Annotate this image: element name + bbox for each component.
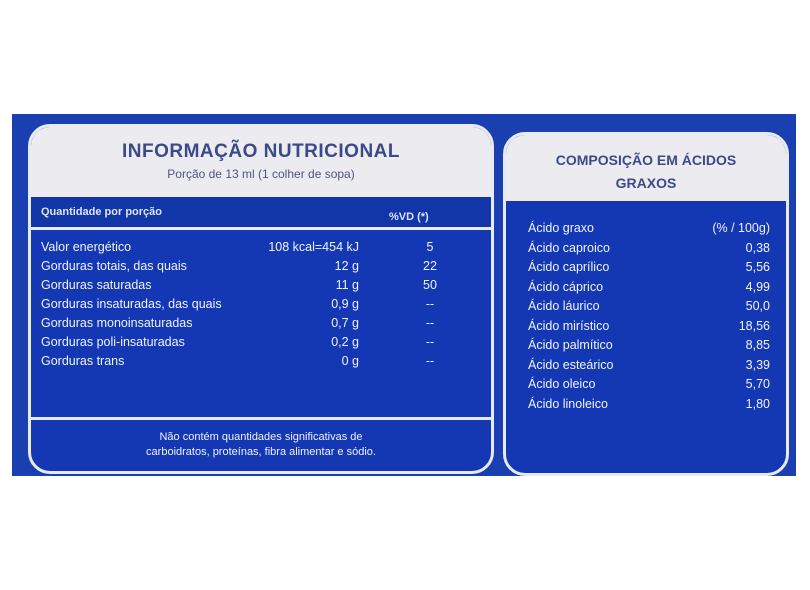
fatty-acids-header-row: Ácido graxo (% / 100g) — [506, 221, 786, 241]
fatty-acid-value: 1,80 — [745, 396, 770, 411]
nutrient-dv: 22 — [423, 259, 437, 273]
nutrient-name: Gorduras saturadas — [41, 278, 152, 292]
nutrient-name: Gorduras trans — [41, 354, 125, 368]
fatty-acids-header: COMPOSIÇÃO EM ÁCIDOS GRAXOS — [506, 135, 786, 201]
fatty-acid-row: Ácido caprílico 5,56 — [506, 260, 786, 280]
nutrient-dv: -- — [425, 297, 435, 311]
nutrient-dv: -- — [425, 335, 435, 349]
nutrient-amount: 0,9 g — [331, 297, 359, 311]
nutrient-amount: 11 g — [335, 278, 359, 292]
nutrient-dv: 5 — [426, 240, 434, 254]
nutrient-dv: -- — [425, 316, 435, 330]
fatty-acid-value: 5,70 — [745, 377, 770, 391]
nutrient-amount: 0,2 g — [331, 335, 359, 349]
fatty-acid-value: 0,38 — [745, 240, 770, 255]
nutrition-row: Gorduras saturadas 11 g 50 — [31, 276, 491, 295]
nutrition-row: Gorduras monoinsaturadas 0,7 g -- — [31, 314, 491, 333]
fatty-acid-name: Ácido láurico — [528, 299, 600, 313]
header-quantity: Quantidade por porção — [41, 206, 163, 218]
fatty-acid-row: Ácido palmítico 8,85 — [506, 338, 786, 358]
nutrient-name: Gorduras poli-insaturadas — [41, 335, 185, 349]
fatty-acids-rows: Ácido graxo (% / 100g) Ácido caproico 0,3… — [506, 201, 786, 416]
nutrient-name: Valor energético — [41, 240, 132, 254]
nutrition-title: INFORMAÇÃO NUTRICIONAL — [121, 141, 401, 162]
nutrient-amount: 12 g — [334, 259, 359, 273]
fatty-acids-title: COMPOSIÇÃO EM ÁCIDOS GRAXOS — [506, 135, 786, 195]
footnote-line: Não contém quantidades significativas de — [159, 431, 363, 443]
nutrient-name: Gorduras monoinsaturadas — [41, 316, 193, 330]
fatty-acid-value: 4,99 — [745, 279, 770, 294]
footnote: Não contém quantidades significativas de… — [31, 417, 491, 460]
nutrition-row: Gorduras poli-insaturadas 0,2 g -- — [31, 333, 491, 352]
fatty-acid-name: Ácido caproico — [528, 240, 610, 255]
fatty-acid-row: Ácido láurico 50,0 — [506, 299, 786, 319]
title-line: COMPOSIÇÃO EM ÁCIDOS — [555, 152, 737, 168]
nutrition-facts-panel: INFORMAÇÃO NUTRICIONAL Porção de 13 ml (… — [28, 124, 494, 474]
nutrition-row: Gorduras insaturadas, das quais 0,9 g -- — [31, 295, 491, 314]
fatty-acid-value: 50,0 — [745, 299, 770, 313]
fatty-acid-row: Ácido caproico 0,38 — [506, 241, 786, 261]
nutrient-dv: 50 — [423, 278, 437, 292]
header-name: Ácido graxo — [528, 221, 595, 235]
fatty-acid-name: Ácido esteárico — [528, 357, 614, 372]
nutrition-row: Gorduras totais, das quais 12 g 22 — [31, 257, 491, 276]
fatty-acid-row: Ácido mirístico 18,56 — [506, 319, 786, 339]
nutrition-header: INFORMAÇÃO NUTRICIONAL Porção de 13 ml (… — [31, 127, 491, 197]
header-value: (% / 100g) — [712, 221, 770, 235]
fatty-acids-panel: COMPOSIÇÃO EM ÁCIDOS GRAXOS Ácido graxo … — [503, 132, 789, 476]
nutrition-row: Gorduras trans 0 g -- — [31, 352, 491, 371]
fatty-acid-value: 5,56 — [745, 260, 770, 274]
fatty-acid-name: Ácido oleico — [528, 377, 596, 391]
nutrition-rows: Valor energético 108 kcal=454 kJ 5 Gorduras… — [31, 230, 491, 371]
footnote-line: carboidratos, proteínas, fibra alimentar… — [146, 446, 376, 458]
table-header: Quantidade por porção %VD (*) — [31, 197, 491, 230]
nutrient-amount: 108 kcal=454 kJ — [268, 240, 359, 254]
nutrient-amount: 0,7 g — [331, 316, 359, 330]
header-dv: %VD (*) — [389, 211, 429, 223]
nutrient-name: Gorduras insaturadas, das quais — [41, 297, 222, 311]
fatty-acid-row: Ácido oleico 5,70 — [506, 377, 786, 397]
nutrient-name: Gorduras totais, das quais — [41, 259, 187, 273]
nutrient-amount: 0 g — [341, 354, 359, 368]
serving-size: Porção de 13 ml (1 colher de sopa) — [167, 167, 355, 181]
nutrient-dv: -- — [425, 354, 435, 368]
fatty-acid-value: 8,85 — [745, 338, 770, 352]
fatty-acid-name: Ácido linoleico — [528, 396, 608, 411]
fatty-acid-value: 18,56 — [738, 318, 770, 333]
fatty-acid-row: Ácido linoleico 1,80 — [506, 397, 786, 417]
fatty-acid-name: Ácido mirístico — [528, 318, 610, 333]
fatty-acid-name: Ácido palmítico — [528, 338, 613, 352]
fatty-acid-row: Ácido esteárico 3,39 — [506, 358, 786, 378]
title-line: GRAXOS — [615, 175, 677, 191]
fatty-acid-name: Ácido caprílico — [528, 260, 610, 274]
nutrition-row: Valor energético 108 kcal=454 kJ 5 — [31, 238, 491, 257]
fatty-acid-name: Ácido cáprico — [528, 279, 604, 294]
fatty-acid-row: Ácido cáprico 4,99 — [506, 280, 786, 300]
fatty-acid-value: 3,39 — [745, 357, 770, 372]
